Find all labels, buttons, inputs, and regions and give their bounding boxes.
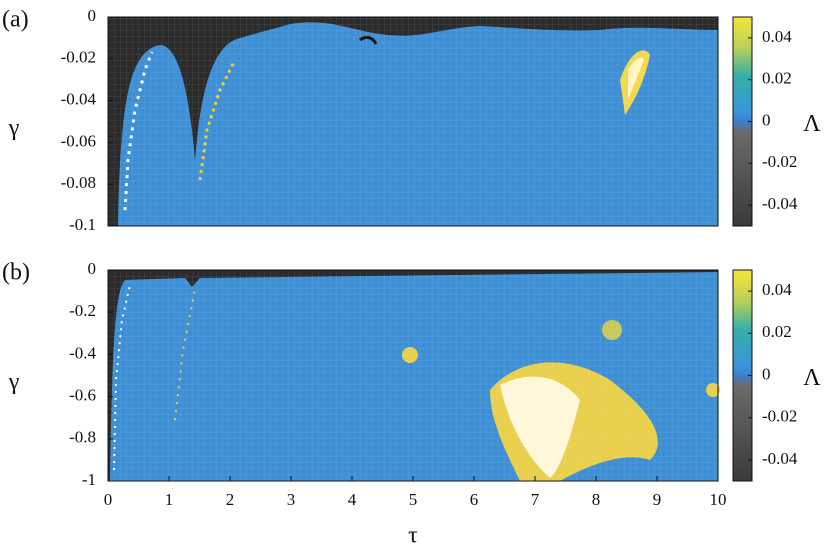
y-tick-label: -0.1 bbox=[69, 215, 96, 234]
x-tick-label: 5 bbox=[409, 490, 418, 509]
colorbar-a bbox=[733, 17, 752, 226]
y-tick-label: -0.2 bbox=[69, 301, 96, 320]
heatmap-b bbox=[108, 270, 720, 481]
x-tick-label: 3 bbox=[287, 490, 296, 509]
y-tick-label: -0.02 bbox=[61, 48, 96, 67]
colorbar-label: Λ bbox=[803, 365, 821, 391]
x-axis-label: τ bbox=[408, 523, 418, 549]
x-tick-label: 7 bbox=[531, 490, 540, 509]
y-tick-label: -0.4 bbox=[69, 343, 96, 362]
colorbar-tick-label: 0.02 bbox=[762, 322, 792, 341]
x-tick-label: 4 bbox=[348, 490, 357, 509]
plot-frame bbox=[107, 16, 719, 227]
y-tick-label: -1 bbox=[82, 470, 96, 489]
colorbar-tick-label: 0.04 bbox=[762, 27, 792, 46]
colorbar-tick-label: 0 bbox=[762, 110, 771, 129]
colorbar-tick-label: -0.04 bbox=[762, 194, 798, 213]
colorbar-tick-label: 0.04 bbox=[762, 280, 792, 299]
x-tick-label: 1 bbox=[165, 490, 174, 509]
colorbar-b bbox=[733, 270, 752, 481]
colorbar-label: Λ bbox=[803, 111, 821, 137]
y-tick-label: -0.06 bbox=[61, 131, 96, 150]
y-tick-label: -0.6 bbox=[69, 386, 96, 405]
x-tick-label: 8 bbox=[592, 490, 601, 509]
y-tick-label: -0.04 bbox=[61, 90, 97, 109]
panel-label: (a) bbox=[2, 7, 29, 33]
y-tick-label: 0 bbox=[88, 259, 97, 278]
colorbar-tick-label: -0.02 bbox=[762, 152, 797, 171]
x-tick-label: 0 bbox=[104, 490, 113, 509]
panel-label: (b) bbox=[2, 260, 30, 286]
heatmap-a bbox=[108, 17, 718, 226]
colorbar-tick-label: -0.04 bbox=[762, 449, 798, 468]
colorbar-tick-label: -0.02 bbox=[762, 407, 797, 426]
colorbar-tick-label: 0.02 bbox=[762, 69, 792, 88]
y-axis-label: γ bbox=[8, 115, 20, 141]
y-tick-label: -0.8 bbox=[69, 428, 96, 447]
y-axis-label: γ bbox=[8, 369, 20, 395]
y-tick-label: 0 bbox=[88, 6, 97, 25]
y-tick-label: -0.08 bbox=[61, 173, 96, 192]
x-tick-label: 9 bbox=[653, 490, 662, 509]
x-tick-label: 2 bbox=[226, 490, 235, 509]
x-tick-label: 6 bbox=[470, 490, 479, 509]
x-tick-label: 10 bbox=[710, 490, 727, 509]
colorbar-tick-label: 0 bbox=[762, 364, 771, 383]
